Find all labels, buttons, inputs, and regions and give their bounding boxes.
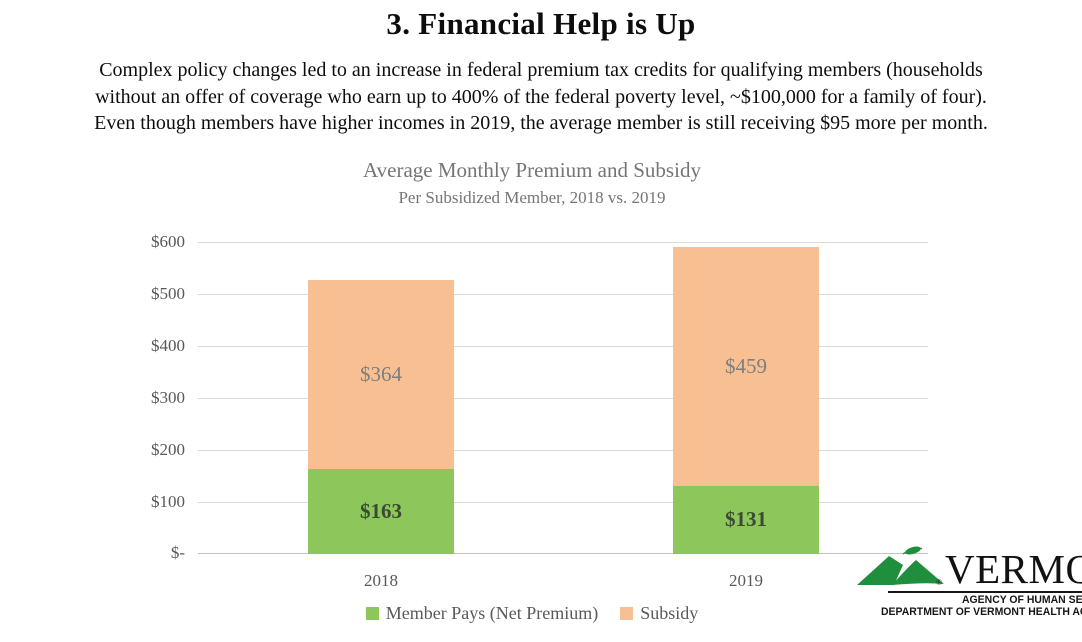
chart-title: Average Monthly Premium and Subsidy <box>363 158 701 182</box>
legend-item-subsidy: Subsidy <box>620 603 698 624</box>
agency-line: AGENCY OF HUMAN SERVICES <box>962 594 1082 606</box>
y-tick-label: $300 <box>151 388 185 407</box>
legend-label-member-pays: Member Pays (Net Premium) <box>385 603 599 623</box>
intro-line: Even though members have higher incomes … <box>94 112 988 134</box>
bar-2018: $364 $163 <box>308 279 454 554</box>
bar-2019: $459 $131 <box>673 247 819 554</box>
intro-line: without an offer of coverage who earn up… <box>95 85 987 108</box>
chart-subtitle: Per Subsidized Member, 2018 vs. 2019 <box>398 188 666 207</box>
gridline <box>198 502 928 503</box>
gridline <box>198 294 928 295</box>
segment-member-pays-2018: $163 <box>308 469 454 554</box>
gridline <box>198 242 928 243</box>
y-tick-label: $600 <box>151 232 185 251</box>
segment-value-label: $131 <box>725 507 767 532</box>
registered-mark: ® <box>936 578 943 587</box>
legend-swatch-member-pays <box>365 607 379 620</box>
legend: Member Pays (Net Premium) Subsidy <box>0 603 1064 624</box>
segment-subsidy-2018: $364 <box>308 279 454 470</box>
y-tick-label: $500 <box>151 284 185 303</box>
mountains-icon <box>857 546 944 585</box>
segment-value-label: $163 <box>360 499 402 524</box>
y-tick-label: $- <box>170 543 185 562</box>
y-tick-label: $200 <box>151 440 185 459</box>
page-title: 3. Financial Help is Up <box>386 6 696 41</box>
segment-value-label: $364 <box>360 362 402 387</box>
gridline <box>198 398 928 399</box>
legend-swatch-subsidy <box>620 607 634 620</box>
logo-divider <box>888 591 1082 593</box>
x-label-2019: 2019 <box>729 571 763 590</box>
y-tick-label: $400 <box>151 336 185 355</box>
x-label-2018: 2018 <box>364 571 398 590</box>
department-line: DEPARTMENT OF VERMONT HEALTH ACCESS <box>881 606 1082 618</box>
vermont-wordmark: VERMONT <box>945 546 1082 592</box>
segment-value-label: $459 <box>725 354 767 379</box>
intro-text: Complex policy changes led to an increas… <box>0 57 1082 137</box>
intro-line: Complex policy changes led to an increas… <box>99 59 983 81</box>
segment-member-pays-2019: $131 <box>673 485 819 554</box>
legend-label-subsidy: Subsidy <box>640 603 699 623</box>
y-tick-label: $100 <box>151 492 185 511</box>
legend-item-member-pays: Member Pays (Net Premium) <box>365 603 599 624</box>
gridline <box>198 450 928 451</box>
segment-subsidy-2019: $459 <box>673 247 819 486</box>
plot-area: $600 $500 $400 $300 $200 $100 $- $364 $1… <box>151 232 928 562</box>
gridline <box>198 346 928 347</box>
x-axis-line <box>198 553 928 554</box>
